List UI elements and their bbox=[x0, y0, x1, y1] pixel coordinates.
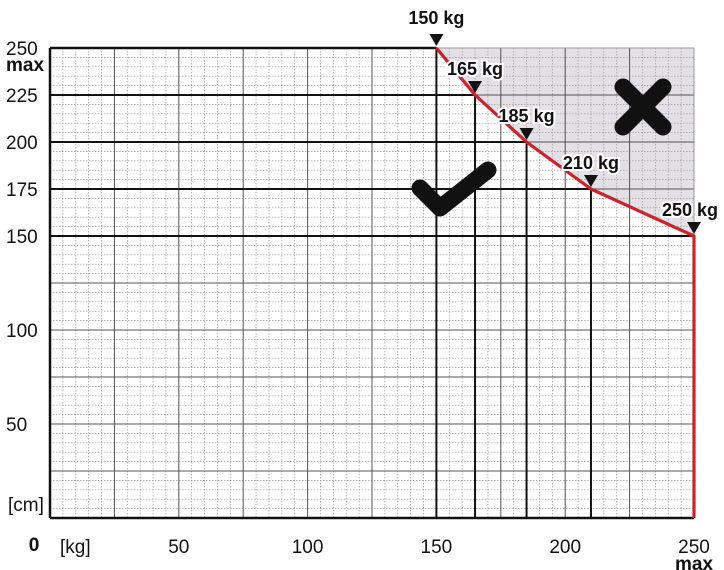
point-marker bbox=[687, 222, 701, 234]
y-tick-label: 250 bbox=[6, 39, 38, 60]
limit-line bbox=[435, 46, 696, 518]
y-tick-label: 200 bbox=[6, 133, 38, 154]
y-tick-label: 150 bbox=[6, 227, 38, 248]
point-marker bbox=[429, 34, 444, 46]
series-layer bbox=[435, 46, 696, 518]
check-icon bbox=[411, 161, 497, 217]
point-label: 250 kg bbox=[662, 200, 718, 220]
point-marker bbox=[468, 81, 483, 93]
x-tick-label: 200 bbox=[549, 537, 581, 558]
x-tick-label: 250 bbox=[678, 537, 710, 558]
y-unit-label: [cm] bbox=[8, 495, 44, 516]
y-tick-label: 225 bbox=[6, 86, 38, 107]
point-label: 210 kg bbox=[563, 153, 619, 173]
point-marker bbox=[583, 175, 598, 187]
x-unit-label: [kg] bbox=[60, 537, 91, 558]
y-max-label: max bbox=[6, 55, 44, 76]
axis-frame bbox=[48, 46, 695, 520]
y-tick-label: 175 bbox=[6, 180, 38, 201]
point-label: 150 kg bbox=[408, 8, 464, 28]
point-marker bbox=[519, 128, 534, 140]
point-label: 185 kg bbox=[499, 106, 555, 126]
cross-icon bbox=[614, 78, 672, 136]
y-tick-label: 100 bbox=[6, 321, 38, 342]
point-label: 165 kg bbox=[447, 59, 503, 79]
icons bbox=[411, 78, 672, 217]
y-tick-label: 50 bbox=[6, 415, 27, 436]
origin-label: 0 bbox=[29, 535, 40, 556]
x-tick-label: 50 bbox=[168, 537, 189, 558]
x-max-label: max bbox=[675, 554, 713, 570]
x-tick-label: 150 bbox=[421, 537, 453, 558]
x-tick-label: 100 bbox=[292, 537, 324, 558]
cross-stroke bbox=[614, 78, 672, 136]
point-markers: 150 kg 165 kg 185 kg 210 kg 250 kg bbox=[406, 6, 720, 234]
